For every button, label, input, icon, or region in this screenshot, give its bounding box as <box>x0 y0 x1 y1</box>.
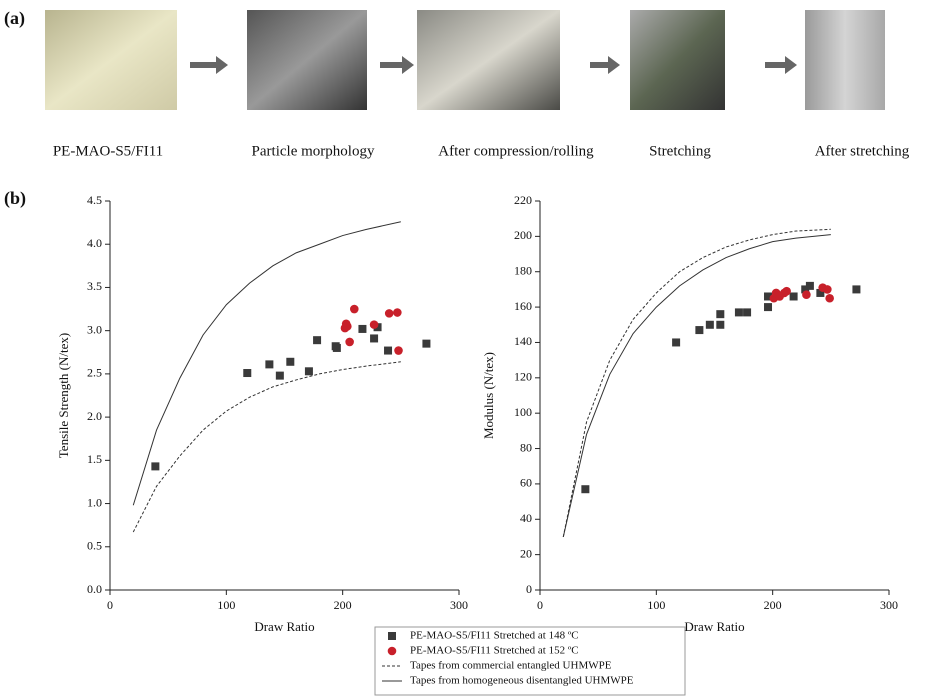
y-tick-label: 0 <box>526 582 532 596</box>
step-caption: After compression/rolling <box>438 143 594 159</box>
point <box>394 346 403 355</box>
photo <box>247 10 367 110</box>
step-caption: Particle morphology <box>252 143 375 159</box>
y-tick-label: 1.5 <box>87 452 102 466</box>
y-tick-label: 3.5 <box>87 279 102 293</box>
point <box>350 304 359 314</box>
panel-label: (b) <box>4 188 26 209</box>
x-tick-label: 0 <box>537 598 543 612</box>
point <box>825 293 834 303</box>
y-tick-label: 4.0 <box>87 236 102 250</box>
point <box>384 309 394 318</box>
curve <box>562 234 831 538</box>
point <box>764 292 773 301</box>
point <box>581 485 590 494</box>
point <box>370 334 379 343</box>
panel-label: (a) <box>4 8 25 29</box>
point <box>384 346 393 355</box>
point <box>782 286 791 296</box>
y-axis-label: Tensile Strength (N/tex) <box>56 333 71 458</box>
point <box>705 320 714 329</box>
y-tick-label: 3.0 <box>87 322 102 336</box>
y-tick-label: 0.0 <box>87 582 102 596</box>
point <box>734 308 743 317</box>
point <box>743 308 752 317</box>
point <box>275 371 284 380</box>
point <box>343 322 352 331</box>
x-tick-label: 200 <box>764 598 782 612</box>
point <box>151 462 160 471</box>
point <box>823 285 832 294</box>
photo <box>45 10 177 110</box>
point <box>345 337 354 347</box>
arrows <box>190 56 797 74</box>
point <box>313 336 322 345</box>
y-tick-label: 20 <box>520 546 532 560</box>
y-tick-label: 160 <box>514 299 532 313</box>
point <box>304 367 313 376</box>
y-tick-label: 4.5 <box>87 193 102 207</box>
point <box>695 326 704 335</box>
y-tick-label: 220 <box>514 193 532 207</box>
y-tick-label: 60 <box>520 476 532 490</box>
y-tick-label: 40 <box>520 511 532 525</box>
curve <box>562 228 831 538</box>
point <box>789 292 798 301</box>
step-caption: Stretching <box>649 143 711 159</box>
photo <box>805 10 885 110</box>
legend-swatch <box>387 646 397 656</box>
curve <box>132 221 401 506</box>
x-axis-label: Draw Ratio <box>684 619 744 634</box>
point <box>801 285 810 294</box>
x-tick-label: 300 <box>880 598 898 612</box>
y-axis-label: Modulus (N/tex) <box>481 352 496 439</box>
point <box>764 303 773 312</box>
point <box>422 339 431 348</box>
y-tick-label: 0.5 <box>87 539 102 553</box>
y-tick-label: 80 <box>520 440 532 454</box>
y-tick-label: 1.0 <box>87 495 102 509</box>
point <box>286 357 295 366</box>
y-tick-label: 2.0 <box>87 409 102 423</box>
x-tick-label: 200 <box>334 598 352 612</box>
legend-label: PE-MAO-S5/FI11 Stretched at 148 ºC <box>410 630 579 642</box>
point <box>716 320 725 329</box>
x-tick-label: 100 <box>217 598 235 612</box>
step-caption: After stretching <box>815 143 910 159</box>
point <box>265 360 274 369</box>
legend-label: PE-MAO-S5/FI11 Stretched at 152 ºC <box>410 645 579 657</box>
point <box>816 288 825 297</box>
y-tick-label: 180 <box>514 263 532 277</box>
legend-label: Tapes from homogeneous disentangled UHMW… <box>410 675 634 687</box>
y-tick-label: 140 <box>514 334 532 348</box>
point <box>802 290 811 300</box>
x-tick-label: 300 <box>450 598 468 612</box>
curve <box>132 361 401 533</box>
point <box>358 324 367 333</box>
point <box>672 338 681 347</box>
legend-swatch <box>388 632 396 640</box>
legend-label: Tapes from commercial entangled UHMWPE <box>410 660 612 672</box>
y-tick-label: 200 <box>514 228 532 242</box>
point <box>332 343 341 352</box>
point <box>805 281 814 290</box>
x-tick-label: 100 <box>647 598 665 612</box>
point <box>716 310 725 319</box>
point <box>393 308 402 317</box>
point <box>369 320 379 329</box>
y-tick-label: 2.5 <box>87 366 102 380</box>
step-caption: PE-MAO-S5/FI11 <box>53 143 163 159</box>
point <box>373 323 382 332</box>
photo <box>417 10 560 110</box>
point <box>852 285 861 294</box>
photo <box>630 10 725 110</box>
x-tick-label: 0 <box>107 598 113 612</box>
y-tick-label: 100 <box>514 405 532 419</box>
x-axis-label: Draw Ratio <box>254 619 314 634</box>
legend-box <box>374 626 686 696</box>
y-tick-label: 120 <box>514 370 532 384</box>
point <box>243 369 252 378</box>
